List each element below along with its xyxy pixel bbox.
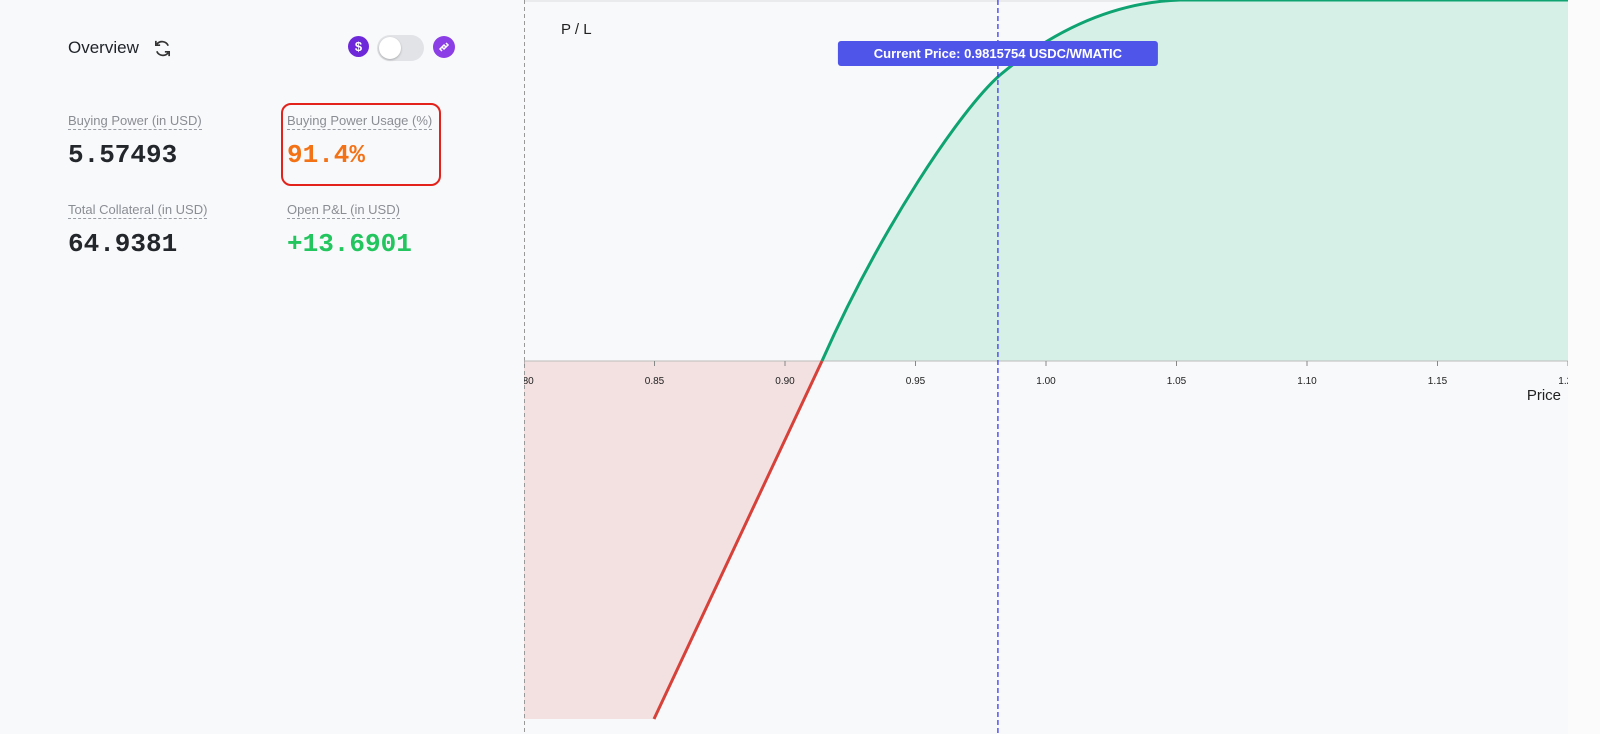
x-tick-label: 0.95 [906, 376, 926, 387]
currency-toggle[interactable] [377, 35, 424, 61]
x-tick-label: 0.85 [645, 376, 665, 387]
stat-label: Buying Power (in USD) [68, 113, 202, 130]
right-margin [1568, 0, 1600, 734]
x-tick-label: 0.80 [524, 376, 534, 387]
x-tick-label: 1.00 [1036, 376, 1056, 387]
stat-value: 64.9381 [68, 229, 178, 259]
x-tick-label: 1.10 [1297, 376, 1317, 387]
stat-value: +13.6901 [287, 229, 412, 259]
stat-value: 5.57493 [68, 140, 178, 170]
stat: Total Collateral (in USD) 64.9381 [68, 201, 208, 259]
profit-curve [820, 0, 1568, 362]
highlight-box [281, 103, 441, 186]
y-axis-label: P / L [561, 21, 592, 38]
x-tick-label: 1.05 [1167, 376, 1187, 387]
stat: Open P&L (in USD) +13.6901 [287, 201, 412, 259]
x-tick-label: 0.90 [775, 376, 795, 387]
current-price-label: Current Price: 0.9815754 USDC/WMATIC [874, 46, 1123, 61]
overview-panel: Overview $ Buying Power (in USD) 5.57493… [0, 0, 523, 734]
pl-chart: P / L Price 0.80 0.85 0.90 0.95 1.00 1.05 1.10… [524, 0, 1568, 734]
usd-icon[interactable]: $ [348, 36, 369, 57]
x-tick-label: 1.20 [1558, 376, 1568, 387]
overview-title: Overview [68, 38, 139, 57]
stat-label: Buying Power Usage (%) [287, 113, 433, 130]
stat: Buying Power Usage (%) 91.4% [287, 112, 433, 170]
matic-icon[interactable] [433, 36, 455, 58]
stat-label: Total Collateral (in USD) [68, 202, 208, 219]
toggle-knob [379, 37, 401, 59]
stat-label: Open P&L (in USD) [287, 202, 400, 219]
svg-text:$: $ [355, 39, 363, 54]
profit-area [822, 0, 1568, 361]
loss-curve [652, 360, 824, 720]
stat: Buying Power (in USD) 5.57493 [68, 112, 202, 170]
x-tick-label: 1.15 [1428, 376, 1448, 387]
loss-area [524, 361, 822, 719]
current-price-badge [837, 41, 1158, 66]
x-axis-label: Price [1527, 387, 1561, 404]
stat-value: 91.4% [287, 140, 366, 170]
refresh-icon[interactable] [153, 39, 172, 58]
